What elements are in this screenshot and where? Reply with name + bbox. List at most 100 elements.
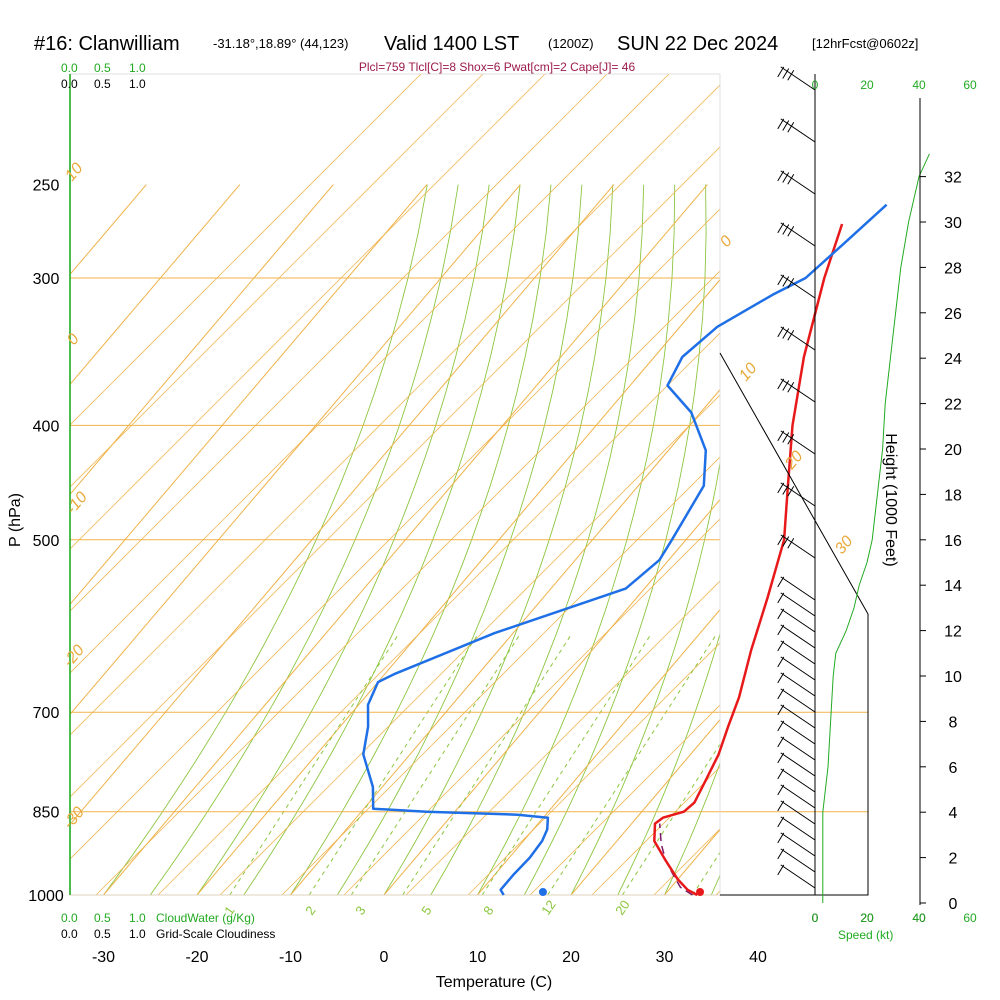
wind-barb	[780, 608, 816, 633]
wind-barb	[780, 752, 816, 777]
wind-barb-flag	[777, 274, 785, 286]
wind-barb	[780, 378, 816, 403]
station-title: #16: Clanwilliam	[34, 33, 180, 55]
wind-barb-flag	[782, 432, 790, 443]
mixing-ratio-label: 5	[418, 903, 434, 918]
temperature-tick-labels: -30 -20 -10 0 10 20 30 40	[92, 949, 767, 966]
dry-adiabat-line	[281, 456, 720, 895]
cl-bot-2: 1.0	[129, 927, 146, 941]
height-tick: 4	[949, 805, 958, 822]
wind-barb-flag	[787, 173, 795, 185]
height-tick: 26	[944, 306, 962, 323]
wind-barb-flag	[777, 656, 785, 668]
wind-barb	[780, 848, 816, 873]
wind-barb	[780, 482, 816, 507]
valid-date: SUN 22 Dec 2024	[617, 33, 778, 55]
cl-bot-1: 0.5	[94, 927, 111, 941]
height-tick: 18	[944, 487, 962, 504]
wind-barb-flag	[782, 380, 790, 391]
dewpoint-trace	[362, 203, 888, 896]
pressure-tick: 300	[33, 271, 60, 288]
isotherm-label: -10	[63, 489, 91, 518]
wind-barb-flag	[787, 433, 795, 445]
utc-time: (1200Z)	[548, 36, 594, 51]
mixing-ratio-labels: 1 2 3 5 8 12 20	[221, 897, 633, 917]
wind-barb-flag	[777, 576, 785, 588]
wind-barb-flag	[787, 329, 795, 341]
height-tick: 30	[944, 215, 962, 232]
wind-speed-profile	[822, 153, 930, 903]
wind-barb-flag	[777, 66, 785, 78]
cl-top-0: 0.0	[61, 77, 78, 91]
cw-bot-1: 0.5	[94, 911, 111, 925]
wind-barb-flag	[777, 704, 785, 716]
speed-tick-top: 40	[912, 78, 926, 92]
wind-barb-flag	[777, 482, 785, 494]
wind-barb-flag	[777, 170, 785, 182]
mixing-ratio-lines	[229, 632, 720, 895]
sounding-traces	[362, 203, 888, 897]
height-tick: 32	[944, 170, 962, 187]
wind-barb-flag	[777, 624, 785, 636]
isotherm-label: 20	[781, 448, 806, 473]
dry-adiabat-line	[467, 642, 720, 895]
wind-barb-flag	[787, 537, 795, 549]
height-tick: 2	[949, 851, 958, 868]
pressure-tick: 700	[33, 705, 60, 722]
height-tick: 16	[944, 533, 962, 550]
pressure-tick: 1000	[28, 888, 64, 905]
wind-barb	[780, 326, 816, 351]
sounding-indices: Plcl=759 Tlcl[C]=8 Shox=6 Pwat[cm]=2 Cap…	[359, 60, 636, 74]
height-tick: 12	[944, 624, 962, 641]
wind-barb-flag	[787, 485, 795, 497]
wind-barb-flag	[782, 536, 790, 547]
wind-barb	[780, 274, 816, 299]
cl-top-2: 1.0	[129, 77, 146, 91]
wind-speed-frame	[719, 352, 869, 896]
wind-barb-flag	[782, 328, 790, 339]
wind-barb-flag	[777, 736, 785, 748]
valid-time: Valid 1400 LST	[384, 33, 519, 55]
dry-adiabat-line	[70, 74, 422, 426]
isotherm-label: 10	[736, 360, 761, 385]
dry-adiabat-line	[343, 518, 720, 895]
height-tick: 24	[944, 351, 962, 368]
wind-barb-flag	[777, 592, 785, 604]
pressure-tick: 250	[33, 178, 60, 195]
temperature-trace	[653, 223, 844, 897]
wind-barb	[780, 800, 816, 825]
wind-barb	[780, 672, 816, 697]
temperature-tick: -10	[279, 949, 302, 966]
wind-barb-flag	[777, 800, 785, 812]
height-tick: 28	[944, 260, 962, 277]
temperature-tick: 20	[562, 949, 580, 966]
wind-barb	[780, 118, 816, 143]
speed-tick-green: 60	[963, 911, 977, 925]
moist-adiabat-line	[336, 184, 583, 895]
moist-adiabat-line	[664, 761, 720, 895]
dry-adiabat-line	[70, 74, 484, 488]
wind-barb	[780, 576, 816, 601]
isotherm-line	[70, 184, 334, 496]
moist-adiabat-line	[430, 184, 645, 895]
wind-barb-flag	[777, 326, 785, 338]
wind-barb-flag	[777, 222, 785, 234]
cloudwater-scale-bottom: 0.0 0.5 1.0 CloudWater (g/Kg) 0.0 0.5 1.…	[61, 911, 275, 941]
speed-tick-green: 20	[860, 911, 874, 925]
wind-barb-flag	[777, 378, 785, 390]
temperature-tick: 0	[380, 949, 389, 966]
wind-barb-flag	[777, 534, 785, 546]
dry-adiabat-line	[95, 270, 720, 895]
wind-barb	[780, 688, 816, 713]
wind-barb	[780, 430, 816, 455]
wind-barb-flag	[777, 672, 785, 684]
speed-tick-top: 0	[812, 78, 819, 92]
moist-adiabat-line	[617, 632, 720, 895]
temperature-tick: 10	[469, 949, 487, 966]
speed-tick: 40	[912, 911, 926, 925]
mixing-ratio-line	[692, 851, 720, 895]
